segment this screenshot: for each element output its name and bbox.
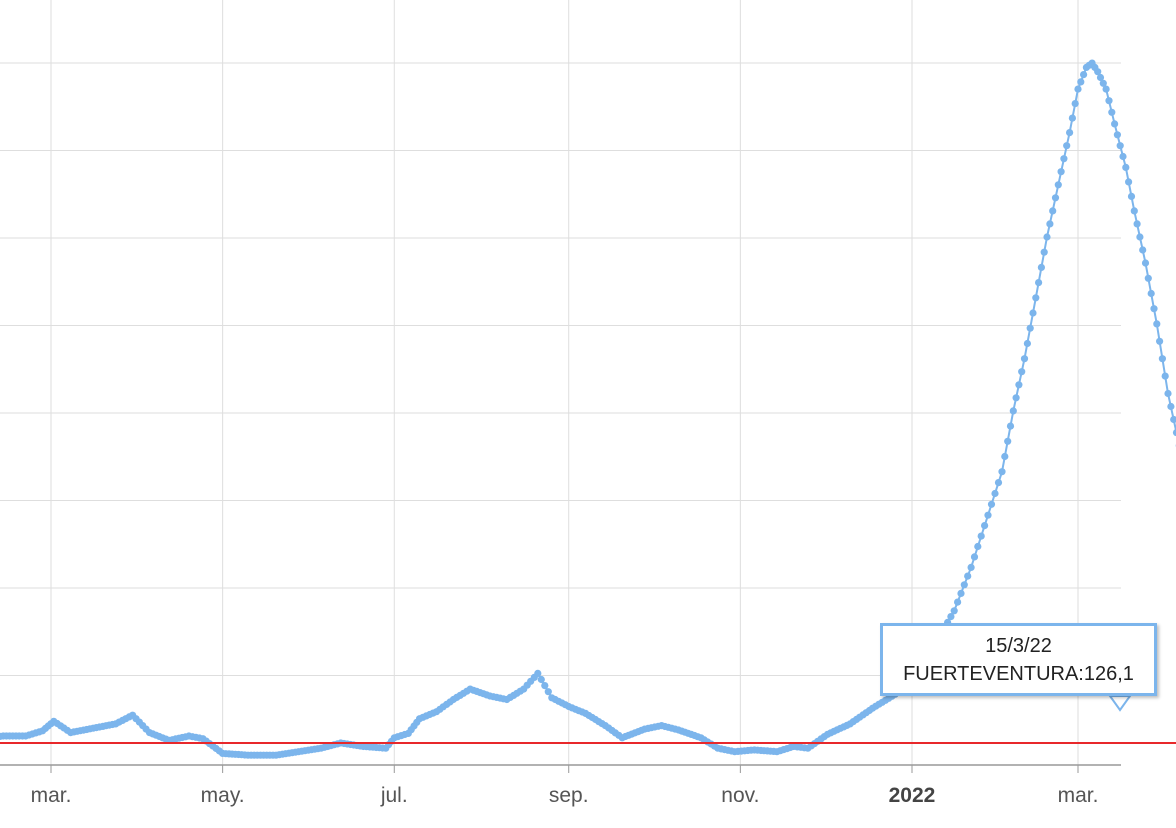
data-point	[1071, 100, 1079, 108]
x-tick-label: jul.	[380, 784, 408, 807]
data-point	[1043, 233, 1051, 241]
data-point	[1049, 207, 1057, 215]
data-point	[1080, 71, 1088, 79]
data-point	[994, 479, 1003, 487]
data-point	[1023, 339, 1031, 348]
data-point	[1167, 402, 1175, 411]
data-point	[1066, 129, 1074, 137]
x-tick-label: mar.	[1058, 784, 1099, 807]
data-point	[1012, 394, 1020, 402]
chart-tooltip: 15/3/22 FUERTEVENTURA:126,1	[880, 623, 1157, 696]
x-tick-label: nov.	[721, 784, 759, 807]
data-point	[537, 675, 545, 684]
data-point	[1029, 309, 1037, 317]
data-point	[1040, 248, 1048, 256]
data-point	[1051, 194, 1060, 202]
tooltip-pointer	[1108, 695, 1132, 712]
data-point	[1060, 155, 1068, 163]
data-point	[1001, 452, 1009, 461]
x-tick-label: 2022	[889, 784, 936, 807]
data-point	[1057, 168, 1065, 176]
data-point	[1153, 320, 1161, 328]
x-tick-label: mar.	[31, 784, 72, 807]
data-point	[1099, 79, 1107, 87]
data-point	[1170, 415, 1176, 424]
data-point	[981, 522, 989, 530]
data-point	[1020, 355, 1029, 363]
data-point	[1133, 220, 1141, 228]
data-point	[1102, 85, 1110, 93]
data-point	[1130, 207, 1138, 215]
data-point	[1035, 279, 1043, 287]
data-point	[1150, 305, 1158, 313]
data-point	[1139, 246, 1147, 254]
data-point	[544, 688, 552, 696]
data-point	[1026, 324, 1034, 332]
tooltip-series-value: FUERTEVENTURA:126,1	[903, 663, 1134, 685]
data-point	[967, 563, 975, 572]
data-point	[1096, 73, 1105, 82]
data-point	[984, 511, 992, 519]
data-point	[960, 581, 968, 589]
data-point	[950, 607, 958, 615]
data-point	[1111, 120, 1119, 128]
x-tick-label: sep.	[549, 784, 589, 807]
data-point	[1156, 337, 1164, 345]
data-point	[1122, 163, 1130, 171]
data-point	[1127, 192, 1136, 200]
data-point	[957, 589, 965, 598]
data-point	[947, 613, 955, 621]
data-point	[1009, 407, 1017, 415]
x-tick-label: may.	[201, 784, 245, 807]
data-point	[1074, 85, 1082, 93]
data-point	[1004, 437, 1012, 445]
data-point	[1116, 142, 1124, 150]
data-point	[954, 598, 962, 606]
data-point	[1158, 355, 1166, 363]
data-point	[1136, 233, 1144, 241]
data-point	[1144, 274, 1152, 282]
data-point	[1037, 263, 1045, 271]
data-point	[1119, 152, 1127, 161]
tooltip-date: 15/3/22	[985, 635, 1052, 657]
data-point	[1018, 368, 1026, 376]
data-point	[1141, 259, 1150, 267]
data-point	[541, 682, 549, 690]
data-point	[998, 468, 1006, 476]
data-point	[1032, 294, 1040, 302]
data-point	[1161, 372, 1169, 380]
data-point	[1054, 181, 1062, 189]
data-point	[977, 532, 985, 540]
data-point	[1105, 97, 1113, 105]
data-point	[1113, 131, 1121, 139]
data-point	[1015, 381, 1023, 389]
data-point	[1172, 429, 1176, 437]
plot-series	[0, 59, 1176, 759]
data-point	[991, 489, 999, 498]
data-point	[1147, 289, 1155, 298]
data-point	[1068, 114, 1076, 122]
data-point	[964, 572, 972, 580]
data-point	[974, 542, 982, 551]
data-point	[1046, 220, 1054, 228]
data-point	[1006, 422, 1015, 430]
data-point	[970, 553, 979, 561]
data-point	[1063, 142, 1071, 150]
data-point	[534, 669, 542, 678]
data-point	[1125, 178, 1133, 186]
data-point	[987, 500, 996, 508]
data-point	[1077, 78, 1085, 86]
data-point	[1164, 389, 1172, 398]
x-axis: mar. may. jul. sep. nov. 2022 mar.	[0, 695, 1132, 807]
data-point	[1094, 68, 1102, 76]
data-point	[1108, 108, 1116, 116]
